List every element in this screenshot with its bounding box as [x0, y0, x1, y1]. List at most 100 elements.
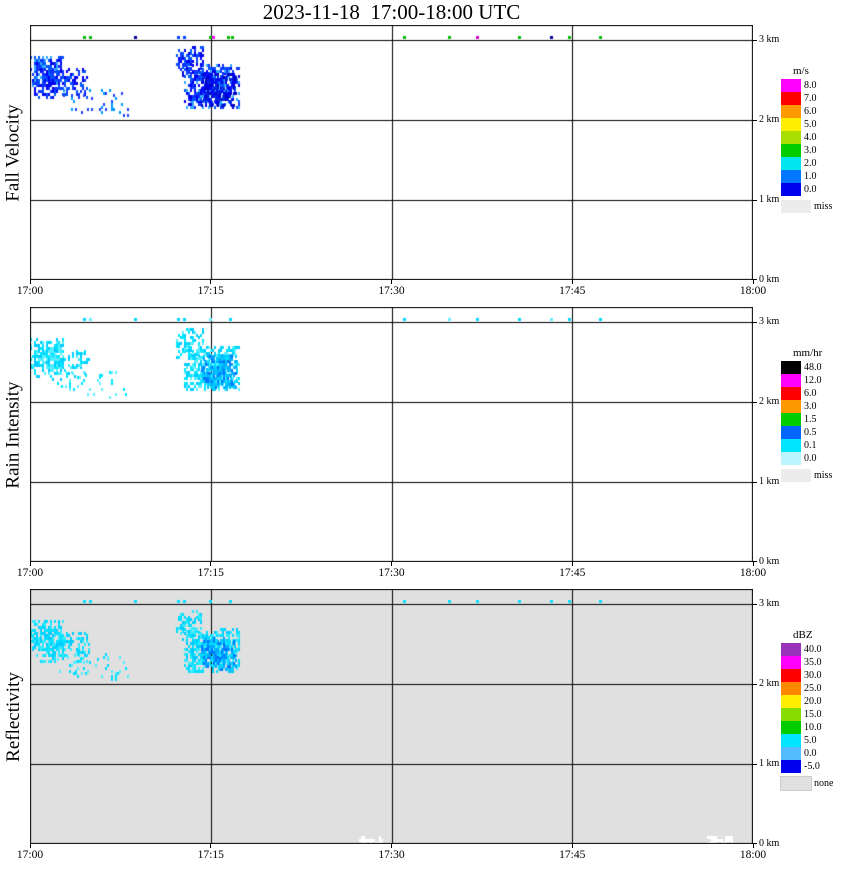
x-tick-label: 18:00 — [739, 849, 767, 861]
legend-label: 8.0 — [804, 80, 817, 91]
km-tick-label: 1 km — [759, 758, 780, 769]
legend-entry: 15.0 — [781, 708, 849, 721]
legend-swatch — [781, 157, 801, 170]
legend-label: 20.0 — [804, 696, 822, 707]
legend-label: 0.0 — [804, 184, 817, 195]
legend-swatch — [781, 387, 801, 400]
legend-label: 48.0 — [804, 362, 822, 373]
legend-label: 12.0 — [804, 375, 822, 386]
legend-swatch — [781, 374, 801, 387]
legend-missing-entry: none — [780, 776, 849, 791]
x-tick-mark — [210, 280, 212, 284]
legend-label: 6.0 — [804, 106, 817, 117]
x-tick-mark — [210, 562, 212, 566]
legend-swatch — [781, 695, 801, 708]
legend-swatch — [781, 643, 801, 656]
x-tick-label: 17:45 — [559, 285, 586, 297]
legend-swatch — [781, 426, 801, 439]
km-tick-mark — [753, 843, 757, 844]
legend-swatch — [781, 439, 801, 452]
legend-missing-swatch — [780, 776, 812, 791]
ylabel-fall-velocity: Fall Velocity — [3, 103, 25, 202]
legend-swatch — [781, 105, 801, 118]
legend-label: 1.0 — [804, 171, 817, 182]
legend-entry: 10.0 — [781, 721, 849, 734]
legend-swatch — [781, 413, 801, 426]
legend-entry: 1.0 — [781, 170, 849, 183]
legend-swatch — [781, 79, 801, 92]
legend-rain-intensity: mm/hr 48.0 12.0 6.0 3.0 1.5 0.5 0.1 0.0 miss — [781, 347, 849, 482]
km-tick-mark — [753, 200, 757, 201]
x-axis-rain-intensity: 17:00 17:15 17:30 17:45 18:00 — [0, 562, 850, 589]
legend-label: 15.0 — [804, 709, 822, 720]
legend-entry: 5.0 — [781, 118, 849, 131]
legend-entry: 3.0 — [781, 144, 849, 157]
legend-label: 2.0 — [804, 158, 817, 169]
plot-canvas-rain-intensity — [30, 307, 753, 562]
legend-swatch — [781, 747, 801, 760]
legend-entry: 25.0 — [781, 682, 849, 695]
x-tick-mark — [29, 562, 31, 566]
km-tick-mark — [753, 764, 757, 765]
km-tick-mark — [753, 322, 757, 323]
km-tick-label: 1 km — [759, 194, 780, 205]
plot-canvas-reflectivity — [30, 589, 753, 844]
x-tick-label: 17:30 — [378, 849, 405, 861]
x-tick-label: 17:45 — [559, 567, 586, 579]
legend-entry: 12.0 — [781, 374, 849, 387]
legend-entry: 8.0 — [781, 79, 849, 92]
km-tick-mark — [753, 684, 757, 685]
legend-entry: 4.0 — [781, 131, 849, 144]
x-tick-label: 17:15 — [197, 567, 224, 579]
legend-swatch — [781, 656, 801, 669]
km-tick-label: 0 km — [759, 556, 780, 567]
legend-label: 0.1 — [804, 440, 817, 451]
legend-label: 0.0 — [804, 453, 817, 464]
legend-missing-label: miss — [814, 201, 833, 212]
legend-entry: 0.1 — [781, 439, 849, 452]
km-tick-label: 3 km — [759, 34, 780, 45]
x-tick-mark — [752, 562, 754, 566]
legend-title: dBZ — [793, 629, 813, 641]
legend-swatch — [781, 721, 801, 734]
x-tick-mark — [391, 844, 392, 848]
ylabel-wrap-rain-intensity: Rain Intensity — [0, 307, 28, 562]
x-tick-mark — [391, 280, 392, 284]
x-tick-label: 17:15 — [197, 285, 224, 297]
x-tick-mark — [210, 844, 212, 848]
legend-label: 25.0 — [804, 683, 822, 694]
km-tick-label: 2 km — [759, 114, 780, 125]
km-tick-mark — [753, 120, 757, 121]
km-tick-mark — [753, 279, 757, 280]
legend-entry: 7.0 — [781, 92, 849, 105]
legend-label: 10.0 — [804, 722, 822, 733]
x-tick-label: 17:30 — [378, 285, 405, 297]
legend-entry: 6.0 — [781, 387, 849, 400]
x-tick-mark — [29, 280, 31, 284]
x-tick-label: 17:30 — [378, 567, 405, 579]
legend-label: 6.0 — [804, 388, 817, 399]
legend-label: -5.0 — [804, 761, 820, 772]
legend-entry: 0.0 — [781, 183, 849, 196]
legend-entry: 30.0 — [781, 669, 849, 682]
legend-entry: -5.0 — [781, 760, 849, 773]
legend-label: 7.0 — [804, 93, 817, 104]
x-tick-label: 17:00 — [16, 849, 44, 861]
legend-swatch — [781, 669, 801, 682]
legend-entry: 0.0 — [781, 747, 849, 760]
km-tick-mark — [753, 482, 757, 483]
legend-label: 1.5 — [804, 414, 817, 425]
legend-entry: 1.5 — [781, 413, 849, 426]
km-tick-mark — [753, 40, 757, 41]
x-axis-reflectivity: 17:00 17:15 17:30 17:45 18:00 — [0, 844, 850, 871]
legend-swatch — [781, 183, 801, 196]
x-tick-mark — [29, 844, 31, 848]
legend-swatch — [781, 452, 801, 465]
legend-entry: 6.0 — [781, 105, 849, 118]
x-axis-fall-velocity: 17:00 17:15 17:30 17:45 18:00 — [0, 280, 850, 307]
legend-label: 3.0 — [804, 401, 817, 412]
km-tick-label: 2 km — [759, 678, 780, 689]
ylabel-wrap-fall-velocity: Fall Velocity — [0, 25, 28, 280]
ylabel-rain-intensity: Rain Intensity — [3, 380, 25, 489]
legend-title: mm/hr — [793, 347, 823, 359]
